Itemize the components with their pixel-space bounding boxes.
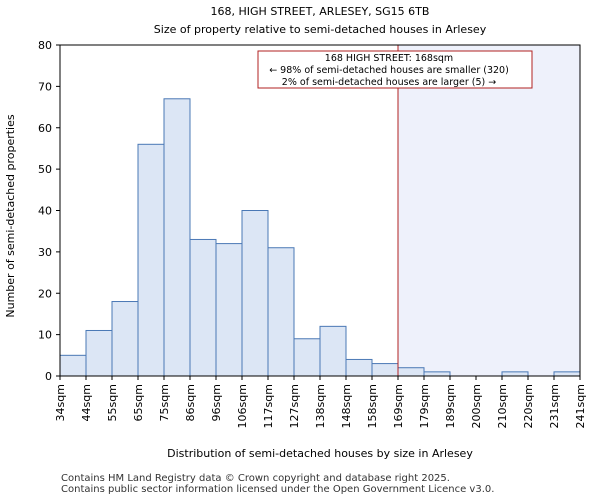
x-tick-label: 220sqm <box>522 384 535 428</box>
bar-55sqm <box>111 301 139 377</box>
y-tick-label: 30 <box>38 246 52 259</box>
x-tick-label: 210sqm <box>496 384 509 428</box>
annotation-line-3: 2% of semi-detached houses are larger (5… <box>282 77 496 88</box>
bar-179sqm <box>423 371 451 377</box>
annotation-box-rect <box>257 50 533 89</box>
y-tick-label: 50 <box>38 163 52 176</box>
bar-231sqm <box>553 371 581 377</box>
x-tick-label: 86sqm <box>184 384 197 421</box>
y-tick-label: 0 <box>45 370 52 383</box>
annotation-box: 168 HIGH STREET: 168sqm ← 98% of semi-de… <box>257 50 533 89</box>
annotation-line-1: 168 HIGH STREET: 168sqm <box>325 53 453 64</box>
annotation-line-2: ← 98% of semi-detached houses are smalle… <box>269 65 509 76</box>
x-tick-label: 44sqm <box>80 384 93 421</box>
plot-frame <box>59 44 581 377</box>
bar-210sqm <box>501 371 529 377</box>
bar-138sqm <box>319 325 347 377</box>
y-axis-label: Number of semi-detached properties <box>4 114 17 317</box>
x-tick-label: 148sqm <box>340 384 353 428</box>
chart-subtitle: Size of property relative to semi-detach… <box>154 23 487 36</box>
footer-line-2: Contains public sector information licen… <box>61 484 495 495</box>
bar-127sqm <box>293 338 321 377</box>
bar-96sqm <box>215 243 243 377</box>
y-tick-label: 20 <box>38 287 52 300</box>
x-tick-label: 117sqm <box>262 384 275 428</box>
bar-158sqm <box>371 363 399 377</box>
x-tick-label: 200sqm <box>470 384 483 428</box>
x-tick-label: 55sqm <box>106 384 119 421</box>
y-tick-label: 70 <box>38 80 52 93</box>
bar-86sqm <box>189 238 217 377</box>
bar-75sqm <box>163 98 191 377</box>
y-tick-label: 60 <box>38 122 52 135</box>
bar-117sqm <box>267 247 295 377</box>
footer-line-1: Contains HM Land Registry data © Crown c… <box>61 473 450 484</box>
x-tick-label: 96sqm <box>210 384 223 421</box>
bar-65sqm <box>137 143 165 377</box>
bar-44sqm <box>85 329 113 377</box>
x-tick-label: 106sqm <box>236 384 249 428</box>
y-tick-label: 80 <box>38 39 52 52</box>
bar-34sqm <box>59 354 87 377</box>
x-tick-label: 241sqm <box>574 384 587 428</box>
x-tick-label: 127sqm <box>288 384 301 428</box>
bar-106sqm <box>241 210 269 377</box>
x-tick-label: 179sqm <box>418 384 431 428</box>
x-tick-label: 34sqm <box>54 384 67 421</box>
x-tick-label: 231sqm <box>548 384 561 428</box>
x-tick-label: 65sqm <box>132 384 145 421</box>
y-tick-label: 40 <box>38 205 52 218</box>
x-axis-label: Distribution of semi-detached houses by … <box>167 447 473 460</box>
larger-region-highlight <box>398 45 580 376</box>
x-tick-label: 169sqm <box>392 384 405 428</box>
bar-169sqm <box>397 367 425 377</box>
x-tick-label: 158sqm <box>366 384 379 428</box>
bar-148sqm <box>345 358 373 377</box>
x-tick-label: 138sqm <box>314 384 327 428</box>
x-tick-label: 75sqm <box>158 384 171 421</box>
y-tick-label: 10 <box>38 329 52 342</box>
x-tick-label: 189sqm <box>444 384 457 428</box>
chart-title: 168, HIGH STREET, ARLESEY, SG15 6TB <box>211 5 430 18</box>
